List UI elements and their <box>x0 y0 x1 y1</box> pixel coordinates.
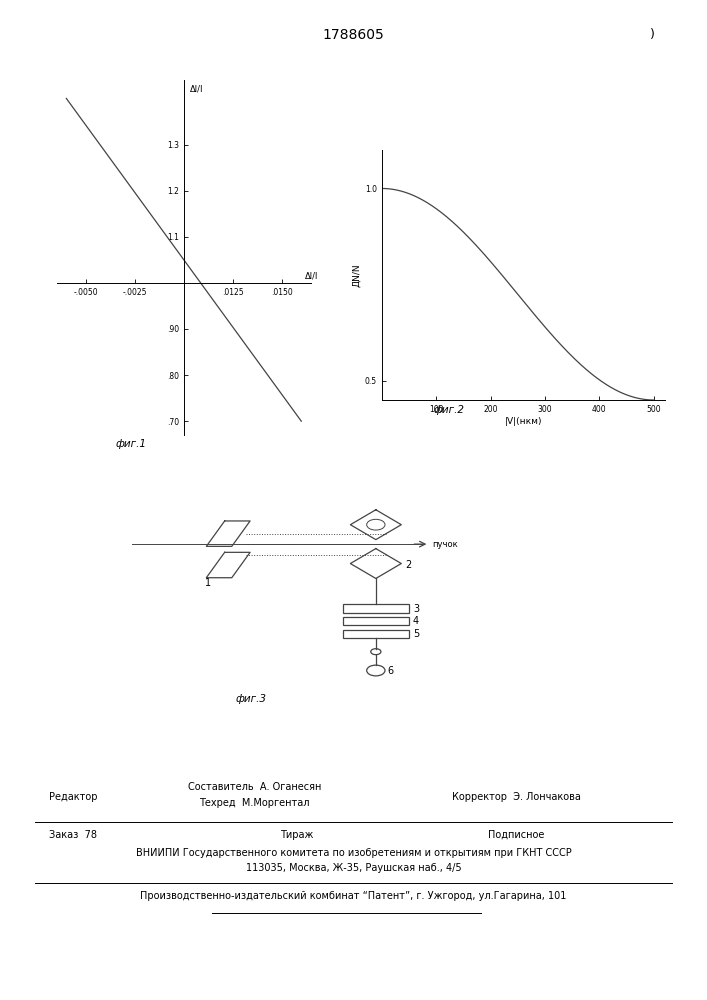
Text: фиг.1: фиг.1 <box>115 439 146 449</box>
Text: 1: 1 <box>205 578 211 588</box>
Text: Техред  М.Моргентал: Техред М.Моргентал <box>199 798 310 808</box>
Text: 6: 6 <box>387 666 393 676</box>
Text: Δl/l: Δl/l <box>305 272 319 281</box>
Text: Составитель  А. Оганесян: Составитель А. Оганесян <box>188 782 321 792</box>
Text: фиг.2: фиг.2 <box>433 405 464 415</box>
Text: Тираж: Тираж <box>280 830 314 840</box>
Text: 2: 2 <box>405 560 411 570</box>
X-axis label: |V|(нкм): |V|(нкм) <box>504 417 542 426</box>
Text: ): ) <box>650 28 655 41</box>
Text: пучок: пучок <box>432 540 457 549</box>
Y-axis label: ДN/N: ДN/N <box>351 263 361 287</box>
Text: 4: 4 <box>413 616 419 626</box>
Text: ВНИИПИ Государственного комитета по изобретениям и открытиям при ГКНТ СССР: ВНИИПИ Государственного комитета по изоб… <box>136 848 571 858</box>
Text: 3: 3 <box>413 604 419 614</box>
Text: фиг.3: фиг.3 <box>235 694 267 704</box>
Text: Δl/I: Δl/I <box>189 85 203 94</box>
Text: Заказ  78: Заказ 78 <box>49 830 98 840</box>
Text: 5: 5 <box>413 629 419 639</box>
Text: 1788605: 1788605 <box>322 28 385 42</box>
Text: Производственно-издательский комбинат “Патент”, г. Ужгород, ул.Гагарина, 101: Производственно-издательский комбинат “П… <box>140 891 567 901</box>
Text: Корректор  Э. Лончакова: Корректор Э. Лончакова <box>452 792 580 802</box>
Text: 113035, Москва, Ж-35, Раушская наб., 4/5: 113035, Москва, Ж-35, Раушская наб., 4/5 <box>246 863 461 873</box>
Text: Редактор: Редактор <box>49 792 98 802</box>
Text: Подписное: Подписное <box>488 830 544 840</box>
